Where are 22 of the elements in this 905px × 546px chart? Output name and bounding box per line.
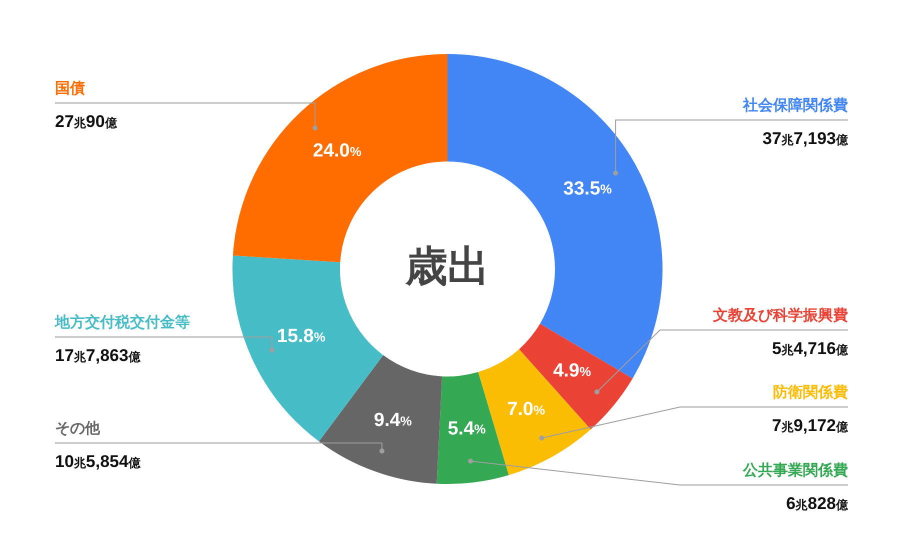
slice-label: 地方交付税交付金等 [54, 313, 190, 331]
data-label: 24.0% [312, 140, 362, 162]
text: 5兆4,716億 [772, 339, 849, 358]
text: 27兆90億 [55, 112, 118, 131]
data-label: 4.9% [553, 360, 592, 382]
data-label: 7.0% [507, 399, 546, 420]
slice-label: その他 [55, 420, 101, 437]
slice-label: 防衛関係費 [773, 384, 848, 401]
slice-label: 文教及び科学振興費 [712, 307, 848, 324]
data-label: 15.8% [276, 326, 326, 347]
text: 6兆828億 [786, 494, 849, 513]
slice-label: 公共事業関係費 [742, 462, 848, 479]
text: 10兆5,854億 [55, 452, 140, 471]
text: 7兆9,172億 [772, 416, 849, 435]
slice-label: 国債 [55, 80, 85, 97]
data-label: 5.4% [448, 418, 486, 440]
slice-label: 社会保障関係費 [742, 96, 848, 114]
text: 37兆7,193億 [762, 129, 848, 148]
data-label: 33.5% [563, 178, 612, 200]
data-label: 9.4% [374, 410, 412, 431]
text: 17兆7,863億 [55, 346, 140, 365]
text: 歳出 [404, 242, 490, 290]
